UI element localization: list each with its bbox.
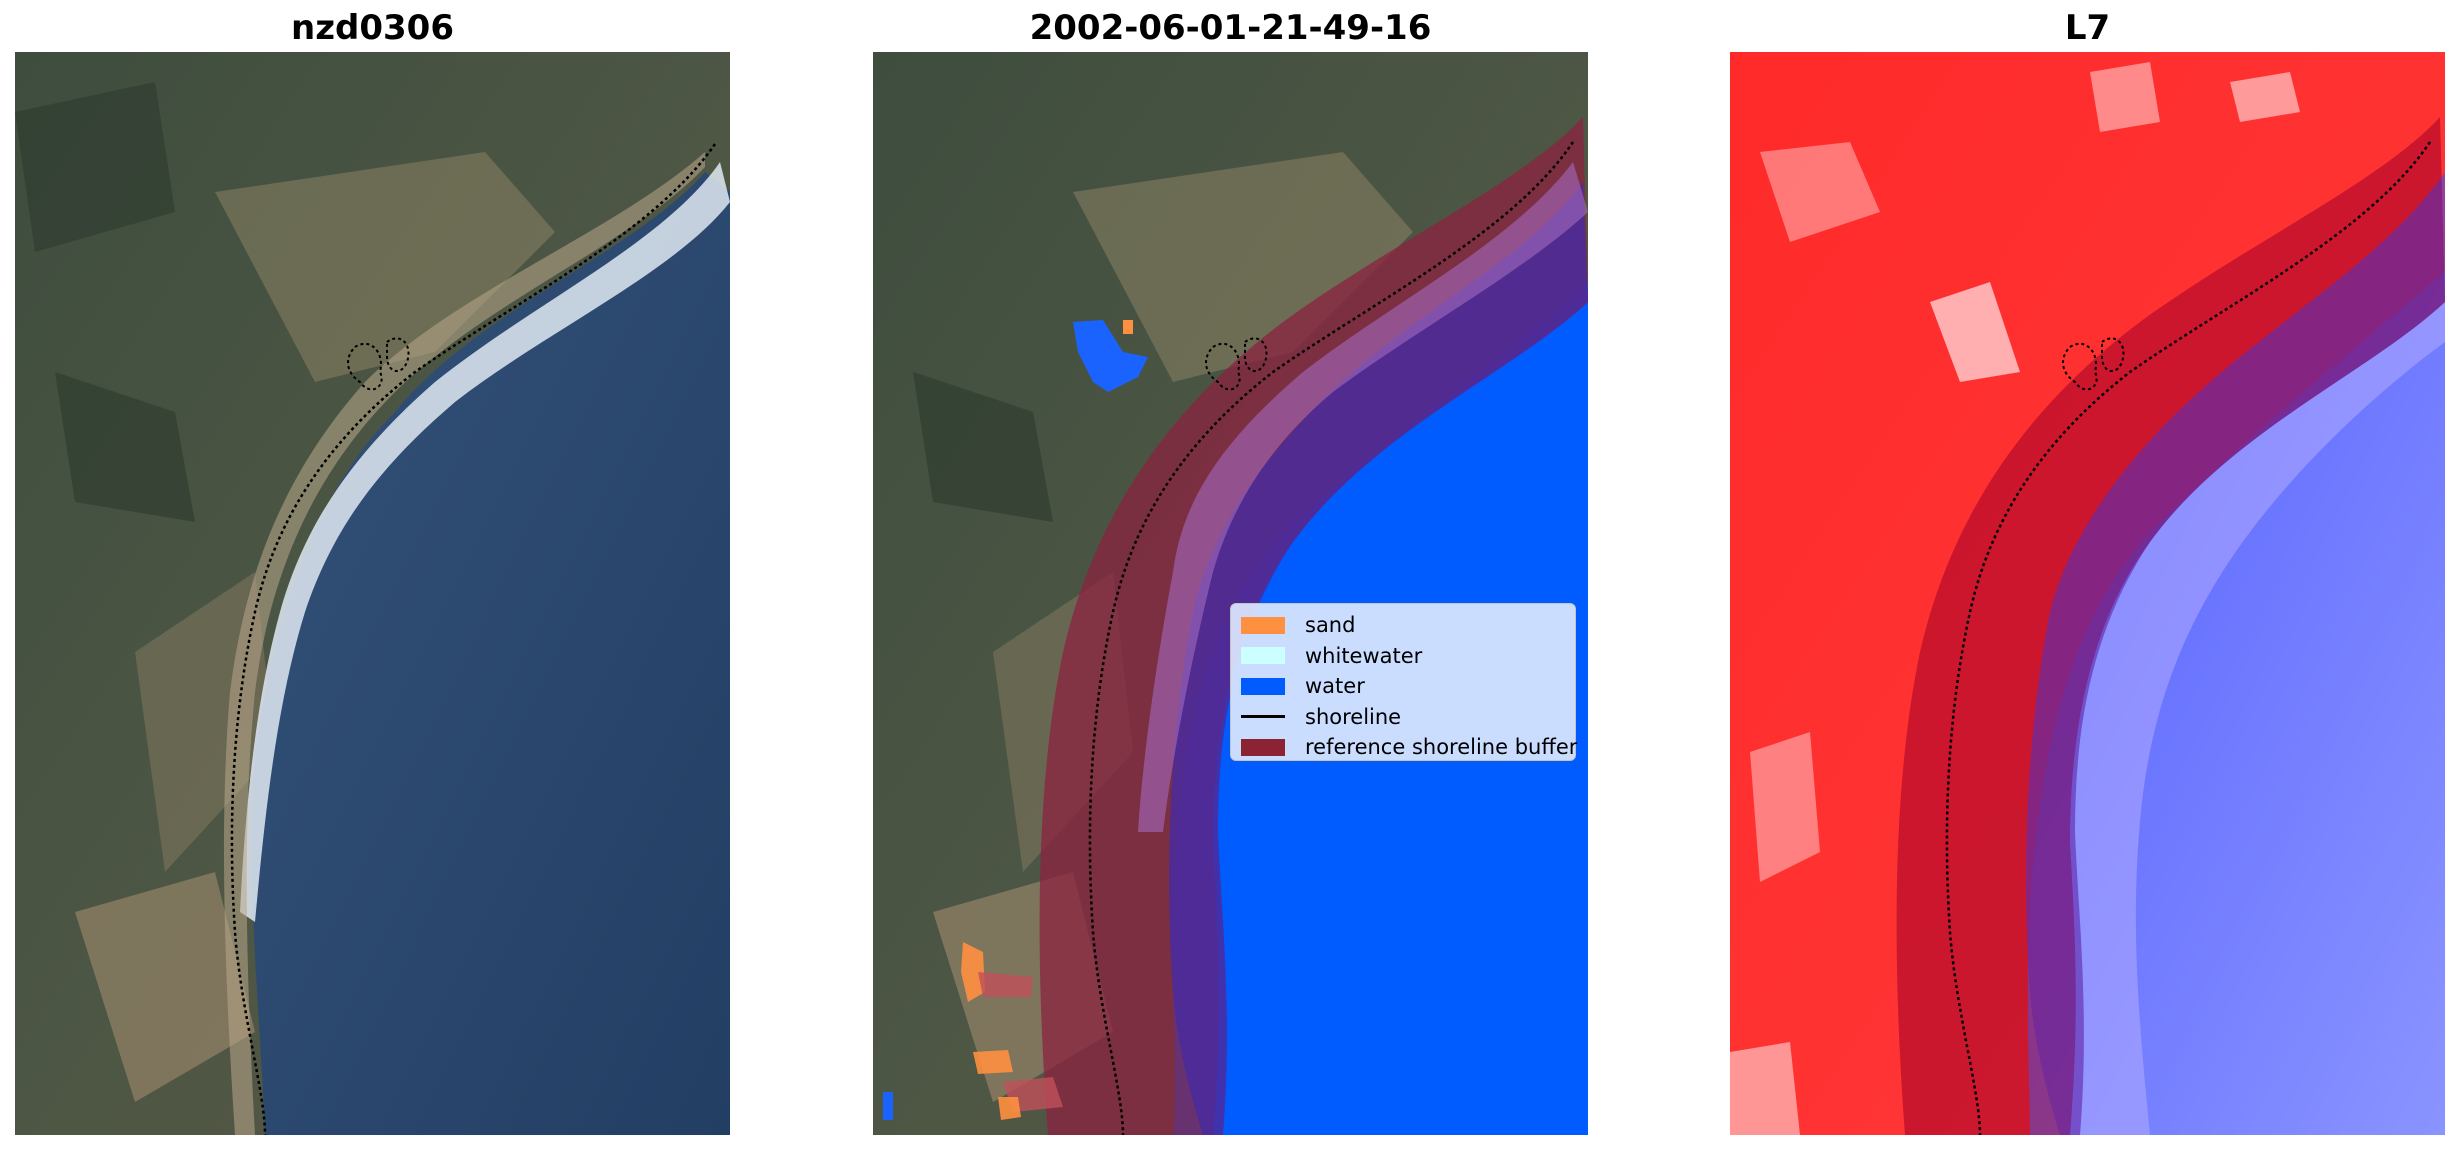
legend: sand whitewater water shoreline referenc… [1230, 603, 1577, 763]
legend-label: shoreline [1305, 704, 1402, 729]
panel-title-rgb: nzd0306 [291, 8, 454, 48]
shoreline [230, 143, 717, 1135]
shoreline-swatch [1241, 715, 1285, 719]
legend-label: whitewater [1305, 643, 1423, 668]
legend-label: water [1305, 674, 1365, 699]
sand-patch [961, 942, 985, 1002]
index-image-panel [1730, 52, 2445, 1135]
lake-outline [347, 337, 410, 391]
rgb-satellite-image [15, 52, 730, 1135]
rgb-image-panel [15, 52, 730, 1135]
whitewater-swatch [1241, 647, 1285, 665]
legend-item-whitewater: whitewater [1241, 641, 1565, 672]
panel-title-index: L7 [2064, 8, 2111, 48]
legend-item-shoreline: shoreline [1241, 702, 1565, 733]
classified-image-panel [873, 52, 1588, 1135]
panel-title-classified: 2002-06-01-21-49-16 [1029, 8, 1432, 48]
legend-item-buffer: reference shoreline buffer [1241, 732, 1577, 763]
inland-water-patch [1073, 320, 1148, 392]
classified-image [873, 52, 1588, 1135]
index-image [1730, 52, 2445, 1135]
buffer-swatch [1241, 738, 1285, 756]
water-swatch [1241, 677, 1285, 695]
legend-label: sand [1305, 613, 1356, 638]
sand-swatch [1241, 616, 1285, 634]
legend-label: reference shoreline buffer [1305, 735, 1578, 760]
legend-item-sand: sand [1241, 610, 1565, 641]
legend-item-water: water [1241, 671, 1565, 702]
